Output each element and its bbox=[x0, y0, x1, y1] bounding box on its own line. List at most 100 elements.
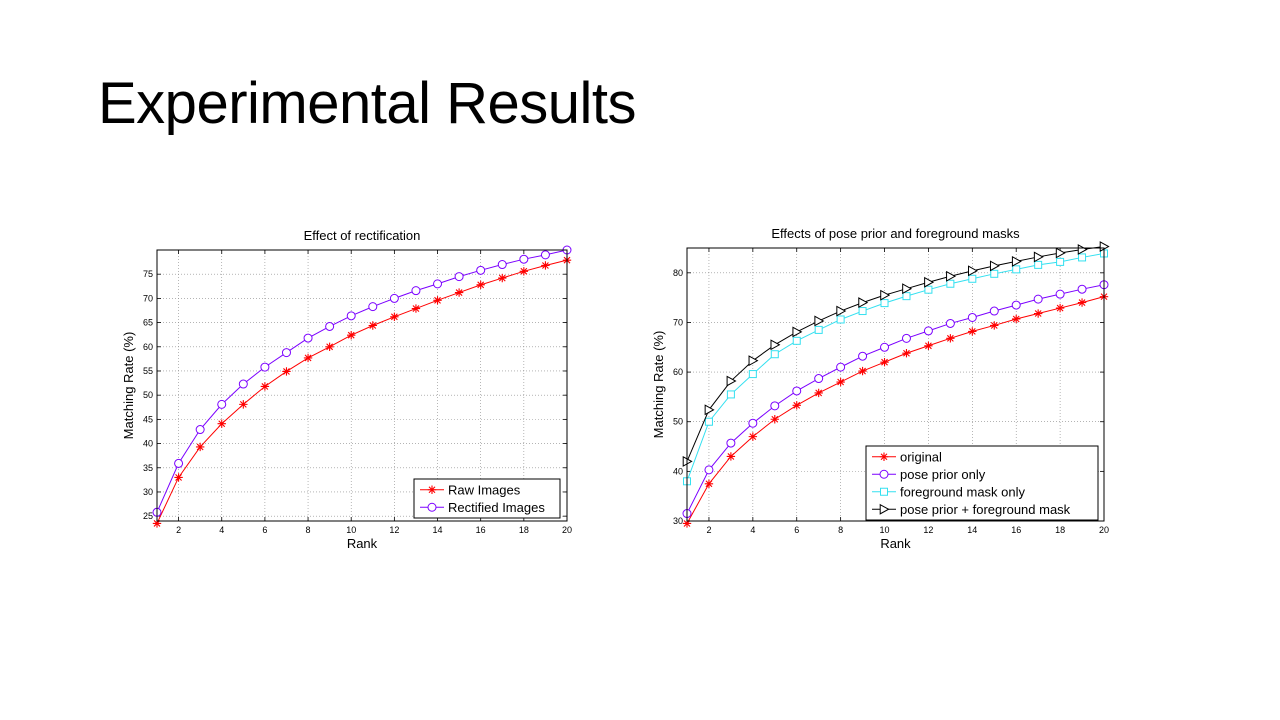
chart-title: Effects of pose prior and foreground mas… bbox=[771, 226, 1020, 241]
x-tick-label: 4 bbox=[219, 525, 224, 535]
x-axis-label: Rank bbox=[880, 536, 911, 551]
legend-marker bbox=[427, 502, 437, 512]
data-point bbox=[195, 442, 205, 452]
y-tick-label: 45 bbox=[143, 414, 153, 424]
y-tick-label: 55 bbox=[143, 366, 153, 376]
legend: original pose prior only foreground mask o… bbox=[865, 445, 1099, 521]
data-point bbox=[217, 419, 226, 428]
data-point bbox=[770, 415, 779, 424]
axes-frame bbox=[156, 249, 568, 522]
data-point bbox=[770, 339, 781, 351]
data-point bbox=[519, 267, 529, 276]
plot-area bbox=[157, 250, 567, 521]
data-point bbox=[792, 401, 801, 410]
data-point bbox=[347, 330, 356, 340]
legend-label: pose prior + foreground mask bbox=[900, 502, 1071, 517]
x-tick-label: 4 bbox=[750, 525, 755, 535]
data-point bbox=[836, 305, 847, 317]
legend-label: Rectified Images bbox=[448, 500, 545, 515]
data-point bbox=[814, 374, 824, 384]
y-tick-label: 60 bbox=[673, 367, 683, 377]
series-raw-images bbox=[152, 255, 572, 528]
x-tick-label: 20 bbox=[1099, 525, 1109, 535]
y-tick-label: 30 bbox=[673, 516, 683, 526]
data-point bbox=[901, 333, 911, 343]
data-point bbox=[704, 417, 713, 426]
data-point bbox=[902, 283, 913, 295]
data-point bbox=[497, 260, 507, 270]
data-point bbox=[968, 265, 978, 277]
data-point bbox=[902, 349, 911, 358]
x-tick-label: 8 bbox=[306, 525, 311, 535]
x-tick-label: 10 bbox=[880, 525, 890, 535]
legend-marker bbox=[879, 503, 890, 515]
data-point bbox=[346, 311, 356, 321]
data-point bbox=[411, 286, 421, 296]
data-point bbox=[303, 333, 313, 343]
data-point bbox=[968, 274, 977, 283]
data-point bbox=[748, 355, 759, 367]
data-point bbox=[174, 458, 184, 468]
data-point bbox=[1077, 284, 1087, 294]
slide-title: Experimental Results bbox=[98, 71, 637, 136]
data-point bbox=[498, 273, 507, 283]
data-point bbox=[836, 362, 846, 372]
data-point bbox=[325, 342, 334, 351]
x-tick-label: 10 bbox=[346, 525, 356, 535]
y-tick-label: 30 bbox=[143, 487, 153, 497]
data-point bbox=[836, 315, 845, 324]
x-tick-label: 16 bbox=[1011, 525, 1021, 535]
data-point bbox=[540, 250, 550, 260]
data-point bbox=[792, 326, 803, 338]
data-point bbox=[682, 519, 692, 528]
data-point bbox=[195, 425, 205, 435]
data-point bbox=[368, 321, 377, 330]
data-point bbox=[260, 382, 270, 391]
data-point bbox=[389, 293, 399, 303]
data-point bbox=[814, 388, 823, 398]
data-point bbox=[1078, 253, 1087, 262]
data-point bbox=[726, 375, 737, 387]
data-point bbox=[792, 336, 801, 345]
series-pose-prior-only bbox=[682, 280, 1109, 519]
data-point bbox=[1055, 247, 1066, 259]
x-tick-label: 20 bbox=[562, 525, 572, 535]
data-point bbox=[836, 377, 845, 387]
y-tick-label: 75 bbox=[143, 269, 153, 279]
x-tick-label: 18 bbox=[1055, 525, 1065, 535]
data-point bbox=[858, 297, 869, 309]
data-point bbox=[390, 312, 399, 321]
data-point bbox=[924, 285, 933, 294]
data-point bbox=[968, 327, 977, 336]
data-point bbox=[433, 279, 443, 289]
data-point bbox=[411, 304, 421, 313]
data-point bbox=[1012, 265, 1021, 274]
data-point bbox=[281, 348, 291, 358]
data-point bbox=[726, 452, 736, 461]
data-point bbox=[989, 306, 999, 316]
data-point bbox=[476, 265, 486, 275]
data-point bbox=[519, 254, 529, 264]
data-point bbox=[858, 307, 867, 316]
series-line bbox=[156, 259, 568, 524]
data-point bbox=[792, 386, 802, 396]
data-point bbox=[368, 302, 378, 312]
data-point bbox=[152, 519, 162, 528]
data-point bbox=[1033, 294, 1043, 304]
data-point bbox=[704, 479, 714, 488]
legend-label: original bbox=[900, 449, 942, 464]
data-point bbox=[880, 357, 889, 367]
x-axis-label: Rank bbox=[347, 536, 378, 551]
y-tick-label: 50 bbox=[143, 390, 153, 400]
data-point bbox=[923, 326, 933, 336]
data-point bbox=[433, 296, 442, 305]
y-tick-label: 40 bbox=[673, 466, 683, 476]
y-tick-label: 60 bbox=[143, 342, 153, 352]
y-tick-label: 70 bbox=[143, 293, 153, 303]
axes-frame bbox=[686, 247, 1105, 522]
data-point bbox=[1034, 260, 1043, 269]
data-point bbox=[1011, 255, 1022, 267]
data-point bbox=[770, 401, 780, 411]
